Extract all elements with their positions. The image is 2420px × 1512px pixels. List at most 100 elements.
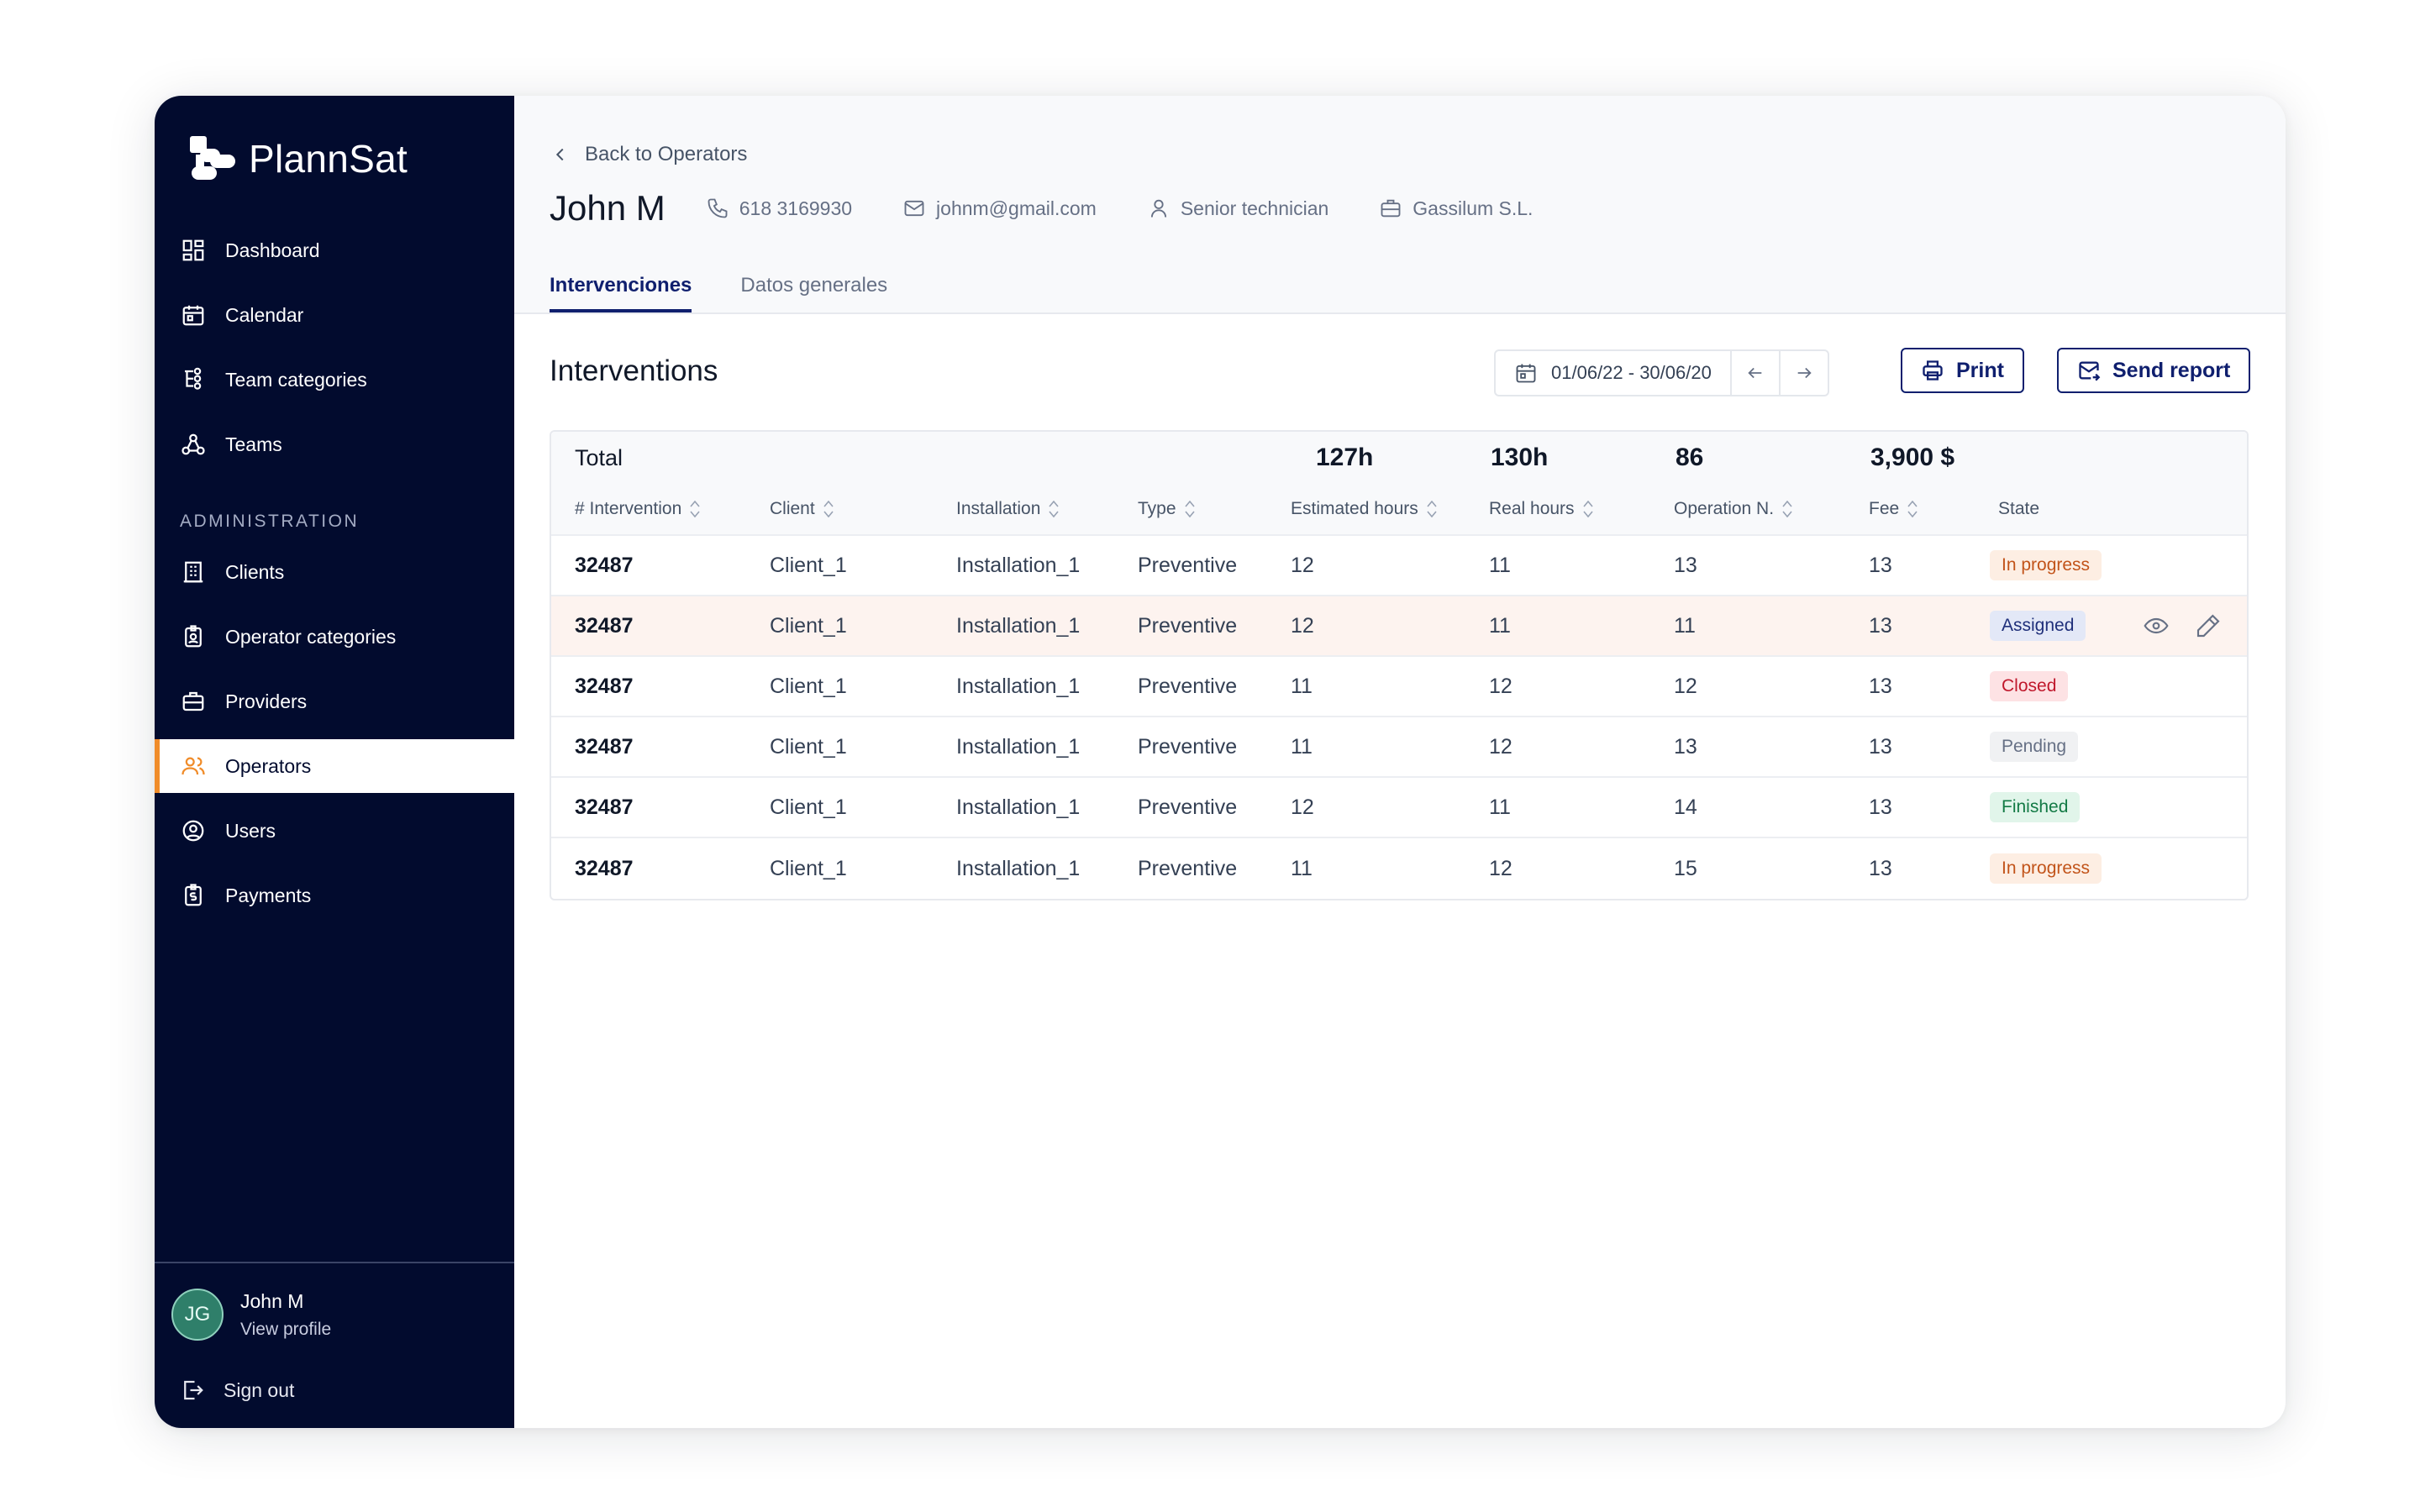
operator-info: John M 618 3169930 johnm@gmail.com Senio… [550,188,1583,228]
cell-ops: 11 [1674,613,1696,638]
operator-role: Senior technician [1147,197,1328,220]
user-circle-icon [180,817,207,844]
cell-type: Preventive [1138,795,1238,819]
pencil-icon[interactable] [2195,612,2222,639]
sort-icon[interactable] [1427,499,1437,519]
sidebar-item-providers[interactable]: Providers [155,675,514,728]
back-link[interactable]: Back to Operators [551,143,747,166]
sort-icon[interactable] [823,499,834,519]
cell-state: Pending [1990,717,2079,776]
user-icon [1150,199,1166,218]
cell-installation: Installation_1 [956,613,1081,638]
column-header[interactable]: Fee [1869,484,1918,534]
profile-card[interactable]: JG John M View profile [171,1289,331,1341]
cell-id: 32487 [575,613,634,638]
column-header[interactable]: Type [1138,484,1195,534]
column-header[interactable]: Real hours [1489,484,1593,534]
sidebar-item-label: Operators [225,754,312,777]
view-profile-link[interactable]: View profile [240,1319,332,1339]
cell-ops: 15 [1674,856,1697,880]
cell-est: 11 [1291,734,1313,759]
cell-installation: Installation_1 [956,795,1081,819]
table-row[interactable]: 32487 Client_1 Installation_1 Preventive 12 1… [551,596,2247,657]
column-header-label: Estimated hours [1291,499,1418,518]
column-header-label: # Intervention [575,499,682,518]
column-header[interactable]: Estimated hours [1291,484,1437,534]
badge-icon [180,623,207,650]
column-header-label: State [1998,499,2040,518]
table-row[interactable]: 32487 Client_1 Installation_1 Preventive 12 1… [551,536,2247,596]
column-header[interactable]: # Intervention [575,484,700,534]
arrow-left-icon [1748,367,1762,379]
sidebar-item-label: Teams [225,433,282,455]
table-row[interactable]: 32487 Client_1 Installation_1 Preventive 11 1… [551,838,2247,899]
interventions-table: Total 127h 130h 86 3,900 $ # Interventio… [550,430,2249,900]
eye-icon[interactable] [2143,612,2170,639]
sidebar-item-operators[interactable]: Operators [155,739,514,793]
column-header-label: Fee [1869,499,1900,518]
sort-icon[interactable] [1782,499,1792,519]
cell-est: 12 [1291,613,1314,638]
sidebar-item-payments[interactable]: Payments [155,869,514,922]
sidebar-item-team-categories[interactable]: Team categories [155,353,514,407]
plannsat-logo-icon [190,136,235,180]
column-header[interactable]: Operation N. [1674,484,1792,534]
cell-real: 11 [1489,795,1511,819]
brand-logo[interactable]: PlannSat [188,129,408,188]
previous-period-button[interactable] [1732,351,1781,395]
cell-client: Client_1 [770,674,847,698]
cell-est: 11 [1291,674,1313,698]
page-title: John M [550,188,666,228]
sidebar-item-label: Users [225,819,276,842]
table-row[interactable]: 32487 Client_1 Installation_1 Preventive 11 1… [551,717,2247,778]
row-actions [2118,596,2222,655]
mail-send-icon [2079,361,2101,381]
table-row[interactable]: 32487 Client_1 Installation_1 Preventive 12 1… [551,778,2247,838]
sidebar-item-dashboard[interactable]: Dashboard [155,223,514,277]
send-report-label: Send report [2112,358,2231,382]
cell-est: 11 [1291,856,1313,880]
sidebar: PlannSat Dashboard Calendar Team categor… [155,96,514,1428]
cell-type: Preventive [1138,734,1238,759]
cell-ops: 14 [1674,795,1697,819]
cell-client: Client_1 [770,795,847,819]
table-body: 32487 Client_1 Installation_1 Preventive 12 1… [551,536,2247,899]
printer-icon [1923,360,1943,381]
arrow-right-icon [1797,367,1812,379]
sort-icon[interactable] [690,499,700,519]
cell-real: 11 [1489,613,1511,638]
column-header[interactable]: Client [770,484,834,534]
sidebar-item-calendar[interactable]: Calendar [155,288,514,342]
sidebar-item-operator-categories[interactable]: Operator categories [155,610,514,664]
operator-company: Gassilum S.L. [1379,197,1533,220]
send-report-button[interactable]: Send report [2057,348,2251,393]
section-title: Interventions [550,354,718,387]
chevron-left-icon [555,148,564,161]
sort-icon[interactable] [1582,499,1593,519]
print-button[interactable]: Print [1901,348,2024,393]
column-header-label: Client [770,499,815,518]
brand-name: PlannSat [249,137,408,181]
tab-intervenciones[interactable]: Intervenciones [550,274,692,312]
sign-out-button[interactable]: Sign out [180,1378,294,1403]
column-header-label: Real hours [1489,499,1575,518]
sidebar-item-clients[interactable]: Clients [155,545,514,599]
cell-type: Preventive [1138,674,1238,698]
sidebar-item-teams[interactable]: Teams [155,417,514,471]
cell-real: 12 [1489,674,1512,698]
sidebar-item-users[interactable]: Users [155,804,514,858]
teams-icon [180,431,207,458]
cell-real: 11 [1489,553,1511,577]
tab-datos-generales[interactable]: Datos generales [740,274,888,297]
date-range-field[interactable]: 01/06/22 - 30/06/20 [1496,351,1732,395]
next-period-button[interactable] [1781,351,1828,395]
status-badge: In progress [1990,550,2102,580]
avatar[interactable]: JG [171,1289,224,1341]
column-header[interactable]: Installation [956,484,1060,534]
sort-icon[interactable] [1907,499,1918,519]
table-row[interactable]: 32487 Client_1 Installation_1 Preventive 11 1… [551,657,2247,717]
sort-icon[interactable] [1184,499,1195,519]
sort-icon[interactable] [1049,499,1060,519]
mail-icon [904,200,924,217]
sidebar-item-label: Providers [225,690,308,712]
